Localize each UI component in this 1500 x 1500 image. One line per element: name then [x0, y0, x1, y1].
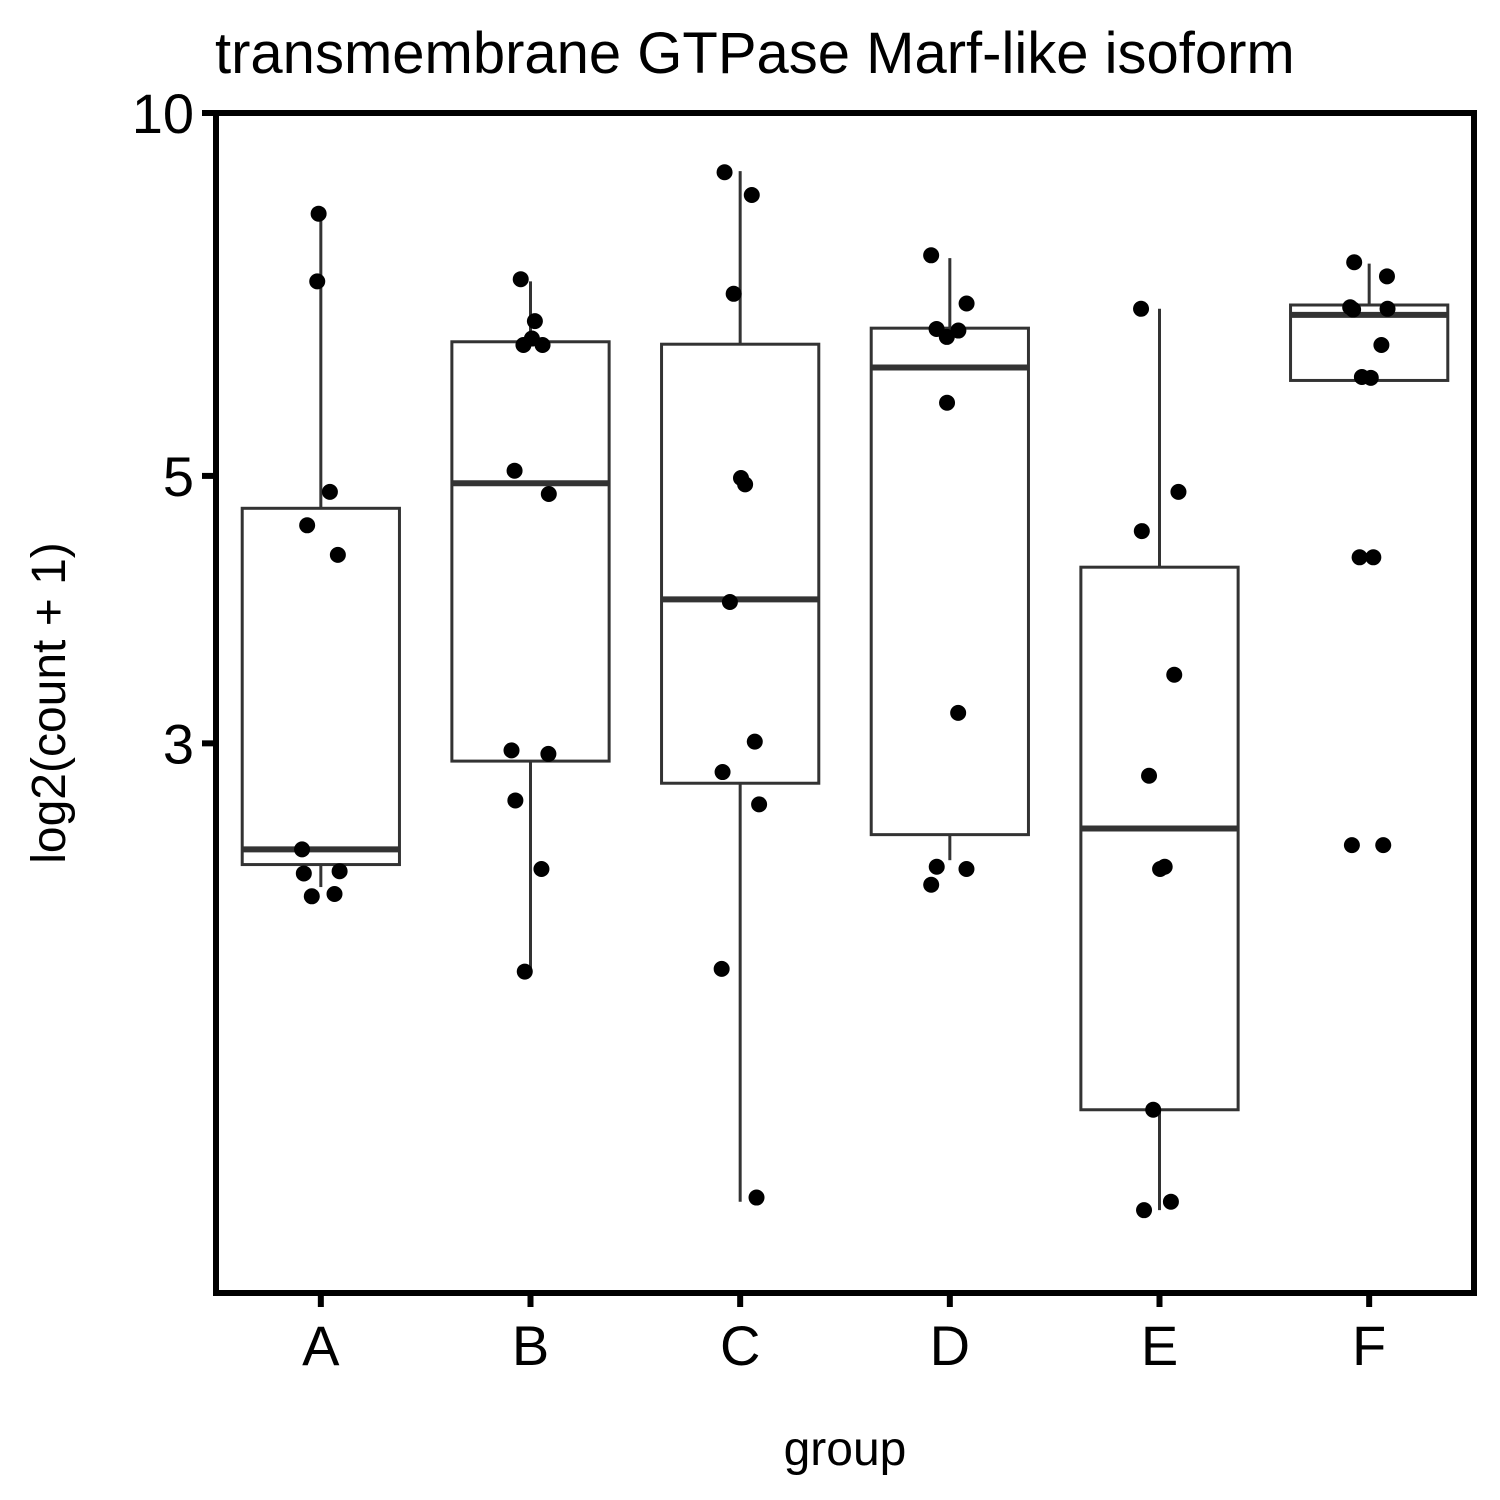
data-point [1133, 300, 1150, 317]
data-point [310, 205, 327, 222]
data-point [1346, 254, 1363, 271]
data-point [1136, 1202, 1153, 1219]
data-point [1378, 268, 1395, 285]
data-point [326, 885, 343, 902]
data-point [923, 247, 940, 264]
box-group-c [660, 171, 821, 1202]
data-point [751, 796, 768, 813]
data-point [748, 1189, 765, 1206]
data-point [737, 476, 754, 493]
chart-title: transmembrane GTPase Marf-like isoform [215, 21, 1295, 86]
data-point [1166, 666, 1183, 683]
data-point [299, 517, 316, 534]
data-point [746, 733, 763, 750]
data-point [506, 462, 523, 479]
box-group-f [1289, 263, 1450, 382]
data-point [516, 963, 533, 980]
box-body [660, 342, 821, 785]
plot-panel [213, 110, 1477, 1296]
data-point [503, 742, 520, 759]
data-point [743, 187, 760, 204]
x-tick-label: A [302, 1314, 340, 1377]
data-point [309, 273, 326, 290]
data-point [331, 863, 348, 880]
data-point [1365, 549, 1382, 566]
box-layer [240, 171, 1450, 1211]
data-point [1379, 300, 1396, 317]
box-group-a [240, 216, 401, 888]
data-point [303, 888, 320, 905]
x-tick-label: E [1141, 1314, 1178, 1377]
data-point [1351, 549, 1368, 566]
data-point [725, 285, 742, 302]
point-layer [294, 164, 1396, 1219]
data-point [294, 841, 311, 858]
data-point [1345, 301, 1362, 318]
data-point [714, 764, 731, 781]
box-group-e [1079, 308, 1240, 1211]
data-point [1162, 1193, 1179, 1210]
data-point [540, 486, 557, 503]
box-group-d [869, 258, 1030, 861]
data-point [329, 546, 346, 563]
data-point [515, 337, 532, 354]
data-point [923, 876, 940, 893]
x-tick-label: D [930, 1314, 970, 1377]
data-point [1362, 369, 1379, 386]
data-point [958, 295, 975, 312]
data-point [540, 745, 557, 762]
x-axis: A B C D E F [302, 1293, 1386, 1377]
y-axis-label: log2(count + 1) [23, 542, 76, 864]
data-point [1375, 837, 1392, 854]
box-body [240, 506, 401, 867]
data-point [716, 164, 733, 181]
box-group-b [450, 281, 611, 969]
data-point [950, 704, 967, 721]
y-tick-label: 3 [163, 712, 194, 775]
data-point [507, 792, 524, 809]
data-point [939, 394, 956, 411]
data-point [958, 860, 975, 877]
data-point [1152, 860, 1169, 877]
data-point [721, 593, 738, 610]
data-point [1145, 1101, 1162, 1118]
data-point [938, 328, 955, 345]
data-point [1170, 483, 1187, 500]
data-point [1373, 337, 1390, 354]
data-point [1133, 523, 1150, 540]
data-point [1343, 837, 1360, 854]
data-point [512, 271, 529, 288]
data-point [713, 960, 730, 977]
x-tick-label: F [1352, 1314, 1386, 1377]
y-tick-label: 5 [163, 445, 194, 508]
data-point [533, 860, 550, 877]
x-tick-label: C [720, 1314, 760, 1377]
x-axis-label: group [784, 1423, 907, 1476]
data-point [321, 483, 338, 500]
box-body [450, 340, 611, 763]
x-tick-label: B [512, 1314, 549, 1377]
data-point [526, 313, 543, 330]
y-tick-label: 10 [132, 82, 194, 145]
box-body [1079, 565, 1240, 1112]
y-axis: 3 5 10 [132, 82, 216, 775]
data-point [534, 337, 551, 354]
box-body [869, 326, 1030, 837]
data-point [295, 865, 312, 882]
data-point [928, 858, 945, 875]
data-point [1141, 767, 1158, 784]
